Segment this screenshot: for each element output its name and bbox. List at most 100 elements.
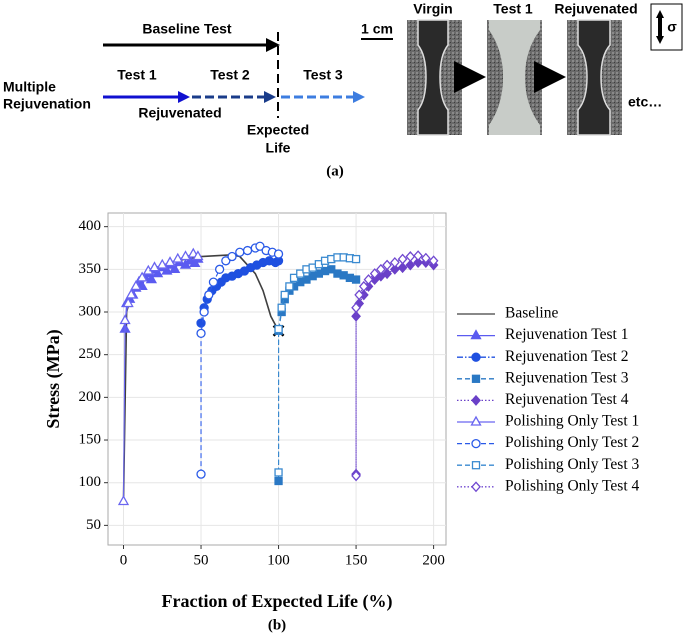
marker xyxy=(192,250,204,261)
test-label: Test 3 xyxy=(303,67,343,83)
legend-label: Polishing Only Test 2 xyxy=(505,434,639,451)
marker xyxy=(389,257,400,268)
legend-label: Rejuvenation Test 4 xyxy=(505,391,629,408)
marker xyxy=(358,280,369,292)
caption: (b) xyxy=(268,617,286,633)
marker xyxy=(397,262,408,274)
scale-bar-label: 1 cm xyxy=(361,21,393,37)
marker xyxy=(389,263,400,275)
marker xyxy=(420,252,431,264)
marker xyxy=(289,273,299,283)
marker xyxy=(117,495,130,506)
x-tick-label: 0 xyxy=(120,552,128,568)
legend-label: Rejuvenation Test 3 xyxy=(505,369,629,386)
marker xyxy=(471,374,481,383)
marker xyxy=(413,250,423,262)
marker xyxy=(369,268,380,280)
marker xyxy=(296,269,305,278)
etc-label: etc… xyxy=(628,94,662,110)
photo-label: Rejuvenated xyxy=(554,1,637,17)
series xyxy=(117,247,204,506)
marker xyxy=(164,256,176,267)
marker xyxy=(274,324,283,334)
marker xyxy=(199,307,209,317)
marker xyxy=(405,251,416,263)
legend: Baseline Rejuvenation Test 1 Rejuvenation … xyxy=(457,305,640,494)
legend-label: Rejuvenation Test 2 xyxy=(505,348,628,365)
sigma-box xyxy=(650,3,683,51)
plot: 0 50 100 150 200 50 100 150 200 250 300 350 400 xyxy=(79,212,447,568)
marker xyxy=(363,274,374,286)
marker xyxy=(125,288,137,299)
arrow-head xyxy=(266,38,280,52)
x-tick-label: 50 xyxy=(194,552,209,568)
y-tick-label: 200 xyxy=(79,389,102,405)
legend-label: Polishing Only Test 3 xyxy=(505,456,640,473)
marker xyxy=(351,302,361,314)
marker xyxy=(280,290,289,300)
marker xyxy=(130,280,142,291)
expected-life: Life xyxy=(266,140,291,156)
sigma-label: σ xyxy=(667,19,677,35)
series xyxy=(196,241,284,479)
sigma-arrow xyxy=(656,10,664,44)
marker xyxy=(145,273,158,284)
x-tick-label: 150 xyxy=(345,552,368,568)
marker xyxy=(354,289,365,301)
marker xyxy=(277,303,286,312)
marker xyxy=(161,264,173,275)
marker xyxy=(242,245,253,256)
marker xyxy=(221,256,231,266)
marker xyxy=(227,251,237,262)
legend-label: Rejuvenation Test 1 xyxy=(505,326,628,343)
marker xyxy=(351,275,361,284)
marker xyxy=(471,394,481,406)
marker xyxy=(471,438,481,449)
marker xyxy=(351,470,361,482)
marker xyxy=(470,415,482,426)
marker xyxy=(376,263,386,275)
y-tick-label: 150 xyxy=(79,431,102,447)
marker xyxy=(136,271,148,282)
multiple-label: Multiple xyxy=(3,79,56,95)
marker xyxy=(471,481,481,493)
marker xyxy=(122,297,134,308)
marker xyxy=(214,264,225,274)
marker xyxy=(196,328,206,338)
photo-virgin xyxy=(407,19,462,136)
multiple-label: Rejuvenation xyxy=(3,96,91,112)
marker xyxy=(471,461,481,470)
baseline-label: Baseline Test xyxy=(142,21,232,37)
legend-label: Polishing Only Test 1 xyxy=(505,413,639,430)
marker xyxy=(285,282,294,291)
x-tick-label: 100 xyxy=(267,552,290,568)
series xyxy=(351,250,439,482)
y-tick-label: 50 xyxy=(86,517,101,533)
marker xyxy=(273,249,284,259)
marker xyxy=(470,329,482,340)
marker xyxy=(274,468,283,477)
marker xyxy=(235,247,245,257)
marker xyxy=(196,318,206,328)
arrow-head xyxy=(264,91,276,103)
marker xyxy=(274,476,283,486)
y-tick-label: 350 xyxy=(79,261,102,277)
marker xyxy=(382,268,392,280)
y-tick-label: 100 xyxy=(79,474,102,490)
marker xyxy=(196,469,206,479)
marker xyxy=(255,241,265,251)
y-axis-label: Stress (MPa) xyxy=(43,329,64,428)
marker xyxy=(327,265,336,274)
marker xyxy=(204,290,214,300)
arrow-head xyxy=(178,91,190,103)
expected-life: Expected xyxy=(247,122,309,138)
x-tick-label: 200 xyxy=(422,552,445,568)
photo-test1 xyxy=(487,20,542,135)
y-tick-label: 400 xyxy=(79,218,102,234)
x-axis-label: Fraction of Expected Life (%) xyxy=(162,591,393,612)
marker xyxy=(405,259,416,271)
caption: (a) xyxy=(326,163,344,179)
photo-rejuvenated xyxy=(567,19,622,136)
marker xyxy=(471,352,481,362)
